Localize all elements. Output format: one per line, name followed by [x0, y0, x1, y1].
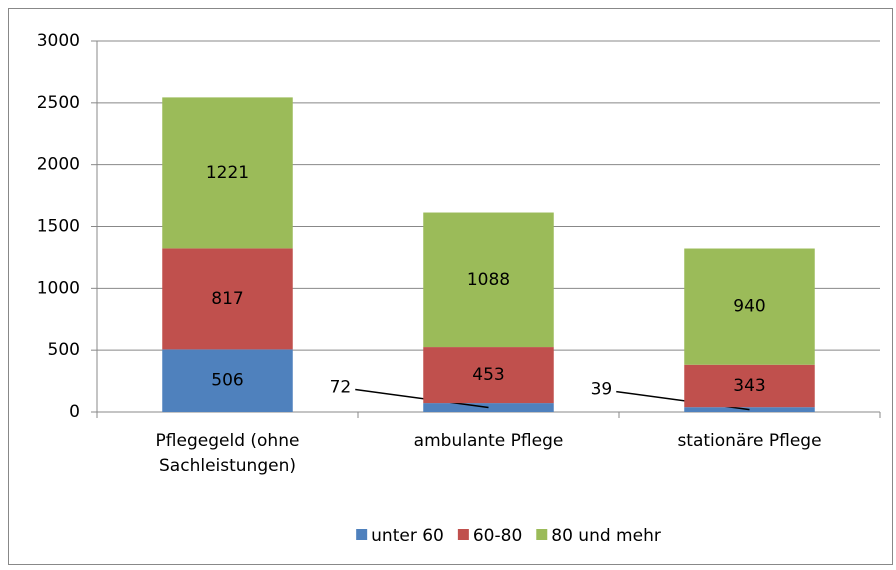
x-tick-label: Pflegegeld (ohne Sachleistungen) [156, 431, 300, 476]
data-label: 817 [211, 289, 243, 309]
y-tick-label: 2000 [37, 155, 80, 175]
legend-swatch [536, 529, 548, 540]
data-label: 72 [330, 378, 352, 398]
bar-segment [162, 97, 293, 249]
x-tick-label: stationäre Pflege [677, 431, 821, 451]
y-tick-label: 3000 [37, 31, 80, 51]
data-label: 39 [591, 380, 613, 400]
legend-label: unter 60 [371, 526, 444, 546]
y-tick-label: 500 [48, 340, 80, 360]
bar-segment [162, 248, 293, 350]
legend-swatch [356, 529, 368, 540]
y-tick-label: 1000 [37, 278, 80, 298]
bar-segment [684, 364, 815, 408]
data-label: 506 [211, 371, 243, 391]
data-label: 343 [733, 376, 765, 396]
data-label: 1088 [467, 270, 510, 290]
data-label: 940 [733, 297, 765, 317]
bar-segment [423, 347, 554, 404]
bar-segment [684, 248, 815, 365]
legend-label: 60-80 [473, 526, 522, 546]
legend-swatch [457, 529, 469, 540]
data-label: 1221 [206, 163, 249, 183]
y-tick-label: 0 [69, 402, 80, 422]
bar-segment [423, 212, 554, 348]
data-label: 453 [472, 365, 504, 385]
y-tick-label: 2500 [37, 93, 80, 113]
legend-label: 80 und mehr [551, 526, 661, 546]
x-tick-label: ambulante Pflege [414, 431, 564, 451]
bar-segment [162, 349, 293, 412]
leader-line [355, 388, 489, 409]
y-tick-label: 1500 [37, 217, 80, 237]
